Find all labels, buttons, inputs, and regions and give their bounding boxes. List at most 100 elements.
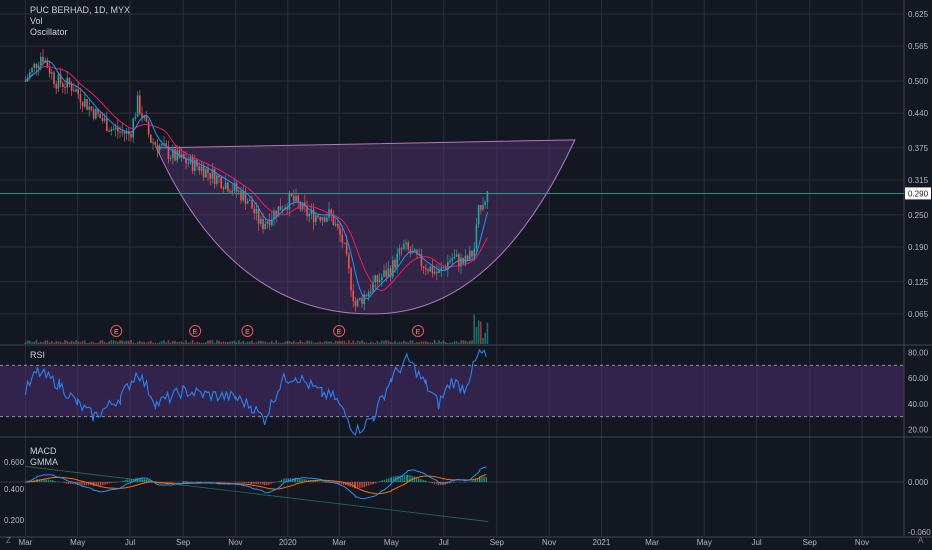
- volume-bar: [90, 341, 93, 344]
- macd-histogram-bar: [401, 475, 404, 482]
- macd-histogram-bar: [314, 480, 316, 482]
- volume-bar: [143, 341, 146, 344]
- volume-bar: [341, 340, 344, 344]
- gmma-line: [25, 466, 489, 522]
- candle-body: [385, 270, 388, 277]
- candle-body: [249, 199, 251, 201]
- macd-histogram-bar: [104, 482, 106, 485]
- candle-body: [59, 74, 62, 84]
- candle-body: [411, 251, 414, 254]
- candle-body: [106, 118, 108, 131]
- rsi-label[interactable]: RSI: [30, 350, 46, 360]
- macd-histogram-bar: [88, 482, 90, 486]
- candle-body: [405, 242, 407, 245]
- candle-body: [341, 234, 344, 243]
- oscillator-legend[interactable]: Oscillator: [30, 27, 68, 37]
- candle-body: [414, 249, 416, 252]
- candle-body: [466, 255, 469, 260]
- x-tick-label: Nov: [855, 538, 869, 547]
- candle-body: [334, 223, 337, 226]
- volume-bar: [40, 342, 42, 344]
- volume-bar: [286, 340, 289, 344]
- candle-body: [361, 297, 363, 305]
- candle-body: [455, 254, 458, 257]
- volume-bar: [255, 342, 258, 344]
- macd-histogram-bar: [67, 482, 70, 485]
- volume-bar: [176, 341, 179, 344]
- candle-body: [231, 190, 234, 193]
- candle-body: [464, 255, 467, 264]
- volume-bar: [246, 341, 249, 344]
- candle-body: [312, 209, 315, 223]
- candle-body: [178, 150, 181, 158]
- macd-histogram-bar: [43, 479, 45, 482]
- candle-body: [152, 142, 154, 144]
- volume-bar: [26, 340, 29, 344]
- candle-body: [191, 156, 194, 172]
- volume-bar: [264, 341, 267, 344]
- earnings-circle: [412, 325, 424, 337]
- macd-histogram-bar: [342, 482, 345, 485]
- candle-body: [42, 56, 44, 63]
- volume-bar: [295, 342, 297, 344]
- price-tick-label: 0.500: [908, 77, 929, 86]
- macd-histogram-bar: [411, 475, 413, 482]
- zoom-corner-icon[interactable]: Z: [6, 536, 11, 545]
- gmma-label[interactable]: GMMA: [30, 457, 58, 467]
- candle-body: [444, 267, 447, 270]
- volume-bar: [99, 340, 102, 344]
- volume-bar: [134, 342, 137, 344]
- volume-bar: [121, 340, 124, 344]
- volume-bar: [345, 342, 348, 344]
- volume-bar: [363, 341, 366, 344]
- macd-histogram-bar: [399, 475, 401, 482]
- volume-bar: [235, 342, 238, 344]
- macd-histogram-bar: [263, 482, 266, 486]
- rsi-tick-label: 60.00: [908, 374, 929, 383]
- candle-body: [117, 127, 119, 132]
- volume-bar: [150, 340, 152, 344]
- volume-bar: [376, 341, 379, 344]
- candle-body: [81, 102, 84, 107]
- auto-scale-button[interactable]: A: [918, 536, 924, 545]
- volume-bar: [183, 342, 185, 344]
- cup-pattern-drawing: [155, 139, 576, 315]
- macd-histogram-bar: [367, 482, 370, 486]
- macd-histogram-bar: [353, 482, 356, 488]
- candle-body: [356, 299, 359, 307]
- volume-bar: [79, 342, 82, 344]
- macd-histogram-bar: [406, 474, 408, 482]
- macd-histogram-bar: [182, 481, 184, 482]
- macd-histogram-bar: [133, 478, 135, 482]
- volume-bar: [31, 342, 33, 344]
- candle-body: [37, 65, 40, 69]
- macd-histogram-bar: [247, 482, 250, 484]
- volume-bar: [167, 340, 170, 344]
- candle-body: [194, 159, 196, 172]
- candle-body: [374, 275, 377, 283]
- macd-histogram-bar: [236, 482, 239, 483]
- candle-body: [64, 87, 66, 89]
- macd-histogram-bar: [316, 481, 319, 482]
- macd-histogram-bar: [130, 479, 133, 482]
- candle-body: [409, 249, 412, 254]
- volume-legend[interactable]: Vol: [30, 16, 43, 26]
- candle-body: [449, 260, 451, 262]
- macd-histogram-bar: [72, 482, 74, 485]
- volume-bar: [354, 342, 357, 344]
- macd-histogram-bar: [336, 482, 338, 484]
- symbol-title[interactable]: PUC BERHAD, 1D, MYX: [30, 5, 131, 15]
- volume-bar: [389, 341, 392, 344]
- macd-histogram-bar: [148, 480, 150, 482]
- volume-bar: [471, 340, 473, 344]
- volume-bar: [260, 340, 262, 344]
- volume-bar: [308, 340, 311, 344]
- volume-bar: [191, 340, 194, 344]
- volume-bar: [411, 340, 414, 344]
- candle-body: [79, 94, 82, 103]
- macd-label[interactable]: MACD: [30, 446, 57, 456]
- x-tick-label: Nov: [542, 538, 556, 547]
- macd-line: [25, 466, 487, 500]
- candle-body: [222, 188, 225, 190]
